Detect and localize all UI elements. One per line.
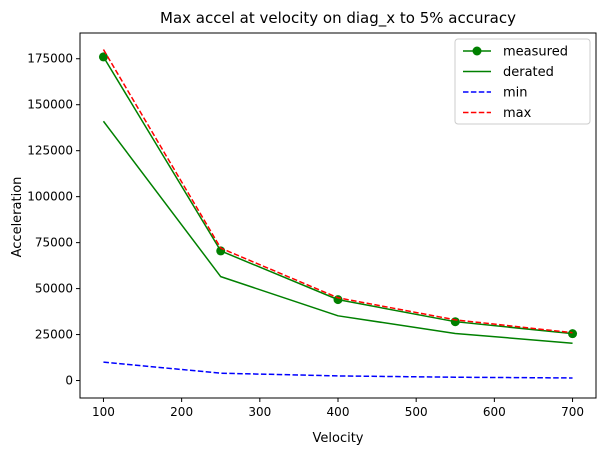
y-tick-label: 75000 bbox=[35, 236, 73, 250]
legend-label-max: max bbox=[503, 106, 532, 121]
y-tick-label: 125000 bbox=[27, 144, 73, 158]
series-line-max bbox=[102, 49, 573, 334]
y-tick-label: 175000 bbox=[27, 52, 73, 66]
plot-area: 100 200 300 400 500 600 700 0 25000 50000 75000 100… bbox=[27, 32, 597, 419]
legend-box bbox=[454, 38, 591, 125]
x-tick-label: 700 bbox=[561, 405, 584, 419]
legend-label-measured: measured bbox=[503, 45, 568, 60]
x-axis-title: Velocity bbox=[313, 431, 364, 446]
series-line-min bbox=[103, 361, 573, 379]
y-tick-label: 50000 bbox=[35, 282, 73, 296]
series-line-derated bbox=[102, 120, 573, 344]
legend-label-min: min bbox=[503, 86, 528, 101]
legend: measured derated min max bbox=[454, 38, 591, 125]
y-axis-title: Acceleration bbox=[10, 177, 25, 258]
y-tick-label: 100000 bbox=[27, 190, 73, 204]
x-tick-label: 100 bbox=[92, 405, 115, 419]
x-tick-label: 600 bbox=[483, 405, 506, 419]
y-tick-label: 25000 bbox=[35, 328, 73, 342]
data-point-measured bbox=[98, 52, 108, 62]
data-point-measured bbox=[333, 295, 343, 305]
data-point-measured bbox=[450, 317, 460, 327]
legend-label-derated: derated bbox=[503, 65, 554, 80]
x-tick-label: 400 bbox=[327, 405, 350, 419]
legend-marker-measured bbox=[472, 46, 482, 56]
y-tick-label: 0 bbox=[65, 374, 73, 388]
x-tick-label: 500 bbox=[405, 405, 428, 419]
x-tick-label: 200 bbox=[170, 405, 193, 419]
data-point-measured bbox=[568, 329, 578, 339]
y-tick-label: 150000 bbox=[27, 98, 73, 112]
x-tick-label: 300 bbox=[248, 405, 271, 419]
chart-title: Max accel at velocity on diag_x to 5% ac… bbox=[160, 9, 516, 28]
